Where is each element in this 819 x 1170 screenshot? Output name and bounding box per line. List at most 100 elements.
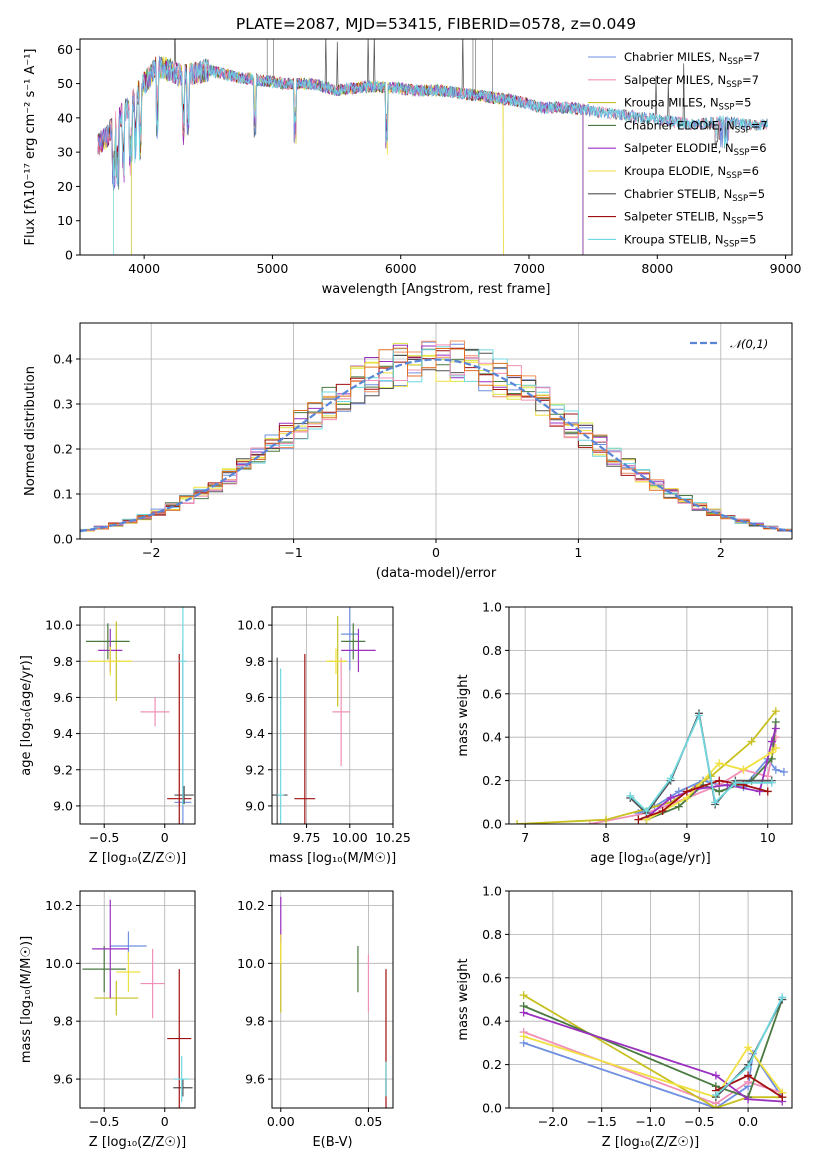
x-tick-label: 8000 (641, 261, 673, 276)
y-tick-label: 1.0 (482, 884, 502, 899)
y-tick-label: 10 (57, 213, 73, 228)
spectrum-chabrier-stelib (97, 39, 768, 178)
data-point-marker (771, 724, 780, 733)
x-axis-label: (data-model)/error (376, 566, 497, 581)
axes-frame (508, 890, 793, 1109)
x-tick-label: −1.0 (635, 1114, 665, 1129)
y-tick-label: 9.4 (245, 726, 265, 741)
y-tick-label: 50 (57, 76, 73, 91)
spectrum-chabrier-elodie (97, 56, 584, 255)
axes-frame (79, 38, 793, 256)
x-tick-label: −2.0 (538, 1114, 568, 1129)
data-point-marker (731, 778, 740, 787)
x-tick-label: −0.5 (684, 1114, 714, 1129)
plot-mass_weight_vs_Z: −2.0 −1.5 −1.0 −0.5 0.0 0.0 0.2 0.4 0.6 0.8 1.0 Z [… (456, 884, 793, 1150)
plot-area-mass_weight_vs_Z (519, 991, 787, 1108)
mass-weight-series (629, 712, 772, 813)
mass-weight-series (523, 1031, 783, 1105)
data-point-marker (666, 774, 675, 783)
y-axis-label: Normed distribution (23, 366, 38, 496)
data-point-marker (763, 772, 772, 781)
x-axis-label: age [log₁₀(age/yr)] (590, 851, 711, 866)
y-tick-label: 0.0 (482, 817, 502, 832)
mass-weight-series (523, 1035, 783, 1099)
x-axis-label: E(B-V) (312, 1135, 352, 1150)
x-tick-label: 7 (521, 830, 529, 845)
legend-entry: Kroupa MILES, NSSP=5 (624, 96, 751, 113)
y-tick-label: 10.0 (45, 618, 73, 633)
legend-entry: Kroupa ELODIE, NSSP=6 (624, 164, 759, 181)
y-tick-label: 0.6 (482, 970, 502, 985)
data-point-marker (779, 767, 788, 776)
y-tick-label: 9.8 (245, 654, 265, 669)
plot-area-mass_vs_Z (82, 899, 193, 1108)
data-point-marker (711, 1090, 720, 1099)
x-tick-label: 9.75 (293, 830, 321, 845)
x-tick-label: 2 (717, 545, 725, 560)
legend-entry: Kroupa STELIB, NSSP=5 (624, 232, 756, 249)
y-axis-label: age [log₁₀(age/yr)] (19, 655, 34, 776)
axes-frame (79, 322, 793, 540)
data-point-marker (744, 1043, 753, 1052)
x-tick-label: −0.5 (89, 830, 119, 845)
plot-area-mass_weight_vs_age (513, 707, 788, 824)
y-tick-label: 9.2 (245, 762, 265, 777)
data-point-marker (674, 787, 683, 796)
data-point-marker (747, 737, 756, 746)
y-tick-label: 0.0 (482, 1101, 502, 1116)
axes-frame (79, 890, 196, 1109)
legend-entry: Salpeter STELIB, NSSP=5 (624, 210, 764, 227)
x-tick-label: 0.00 (267, 1114, 295, 1129)
y-tick-label: 0.6 (482, 686, 502, 701)
normal-reference-curve (80, 358, 792, 533)
data-point-marker (771, 707, 780, 716)
y-tick-label: 30 (57, 145, 73, 160)
plot-mass_vs_Z: −0.5 0 9.6 9.8 10.0 10.2 Z [log₁₀(Z/Z☉)] mass [… (19, 890, 196, 1150)
axes-frame (271, 606, 394, 825)
data-point-marker (715, 787, 724, 796)
data-point-marker (513, 820, 522, 824)
data-point-marker (767, 737, 776, 746)
y-tick-label: 10.0 (237, 956, 265, 971)
y-tick-label: 10.0 (237, 618, 265, 633)
y-tick-label: 0.3 (53, 397, 73, 412)
plot-area-residuals (80, 340, 792, 533)
x-tick-label: −1 (284, 545, 302, 560)
data-point-marker (682, 787, 691, 796)
data-point-marker (711, 1104, 720, 1108)
legend-entry: Salpeter ELODIE, NSSP=6 (624, 141, 767, 158)
spectrum-salpeter-elodie (97, 59, 584, 255)
y-tick-label: 0.2 (482, 773, 502, 788)
data-point-marker (715, 759, 724, 768)
x-axis-label: Z [log₁₀(Z/Z☉)] (89, 1135, 186, 1150)
y-tick-label: 1.0 (482, 600, 502, 615)
y-tick-label: 9.6 (245, 1072, 265, 1087)
data-point-marker (642, 806, 651, 815)
x-axis-label: mass [log₁₀(M/M☉)] (269, 851, 396, 866)
plot-spectrum: 4000 5000 6000 7000 8000 9000 0 10 20 30 40 50 60 wav… (23, 38, 802, 297)
data-point-marker (711, 1071, 720, 1080)
x-axis-label: wavelength [Angstrom, rest frame] (322, 282, 551, 297)
y-tick-label: 0.8 (482, 927, 502, 942)
x-tick-label: 8 (602, 830, 610, 845)
x-axis-label: Z [log₁₀(Z/Z☉)] (89, 851, 186, 866)
figure-title: PLATE=2087, MJD=53415, FIBERID=0578, z=0… (236, 15, 636, 33)
plot-age_vs_Z: −0.5 0 9.0 9.2 9.4 9.6 9.8 10.0 Z [log₁₀(Z/Z☉)] a… (19, 606, 196, 866)
legend-entry: Chabrier STELIB, NSSP=5 (624, 187, 765, 204)
y-tick-label: 9.8 (53, 654, 73, 669)
x-tick-label: −0.5 (89, 1114, 119, 1129)
y-tick-label: 9.6 (53, 1072, 73, 1087)
data-point-marker (519, 991, 528, 1000)
y-tick-label: 0.8 (482, 643, 502, 658)
data-point-marker (744, 1071, 753, 1080)
x-tick-label: 4000 (128, 261, 160, 276)
plot-age_vs_mass: 9.75 10.00 10.25 9.0 9.2 9.4 9.6 9.8 10.0 mass [l… (237, 606, 411, 866)
legend-entry: Chabrier ELODIE, NSSP=7 (624, 118, 768, 135)
spectrum-salpeter-miles (97, 58, 768, 187)
plot-area-age_vs_Z (86, 607, 194, 824)
x-tick-label: 7000 (513, 261, 545, 276)
y-tick-label: 9.6 (53, 690, 73, 705)
mass-weight-series (523, 994, 783, 1108)
y-tick-label: 0.4 (482, 730, 502, 745)
